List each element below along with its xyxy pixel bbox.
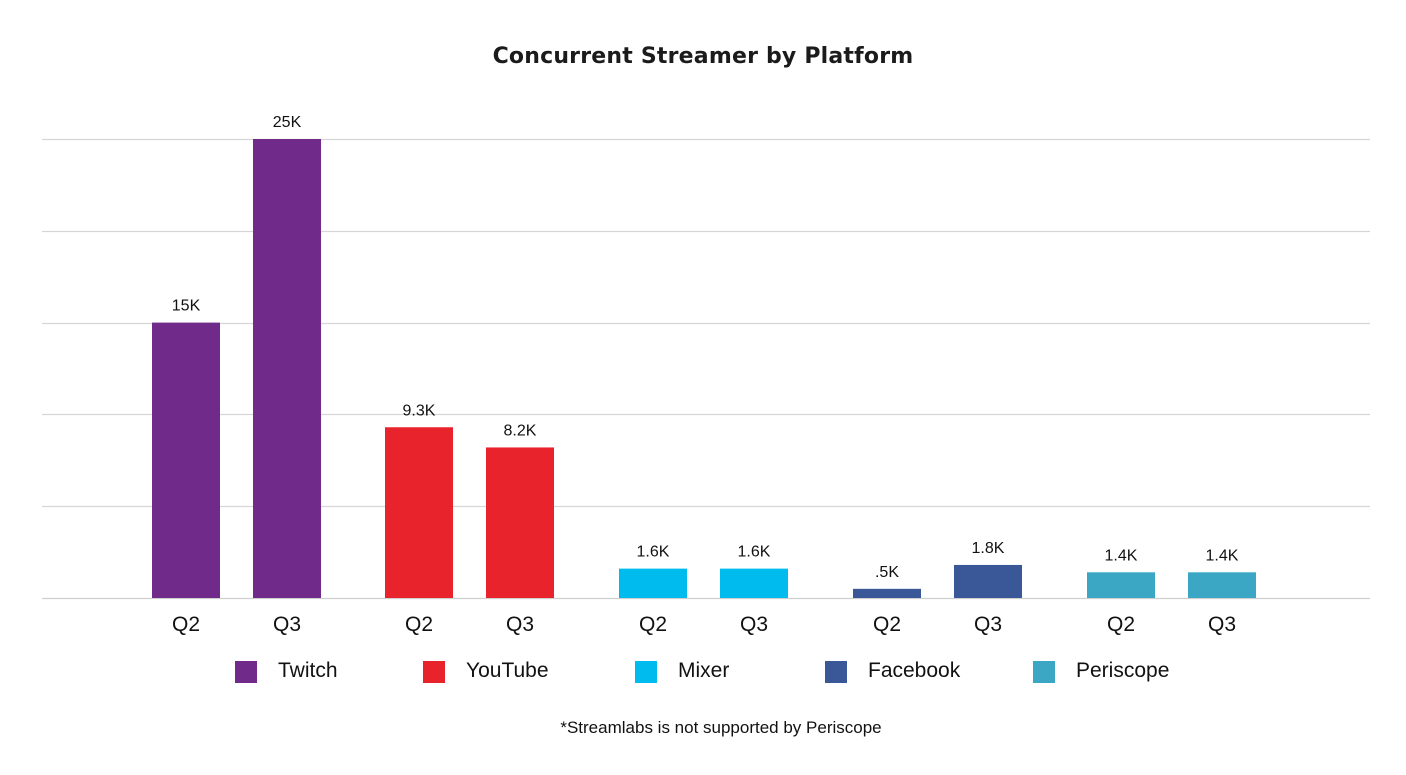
x-tick-mixer-q3: Q3 [740, 613, 768, 636]
legend-swatch-twitch [235, 661, 257, 683]
legend-label-facebook: Facebook [868, 659, 961, 682]
data-label-mixer-q2: 1.6K [637, 544, 670, 561]
legend-swatch-facebook [825, 661, 847, 683]
bars [152, 139, 1256, 598]
bar-twitch-q3 [253, 139, 321, 598]
data-label-twitch-q2: 15K [172, 298, 201, 315]
x-tick-periscope-q3: Q3 [1208, 613, 1236, 636]
legend-label-periscope: Periscope [1076, 659, 1170, 682]
bar-twitch-q2 [152, 322, 220, 598]
data-label-facebook-q2: .5K [875, 564, 899, 581]
bar-mixer-q3 [720, 568, 788, 598]
data-label-mixer-q3: 1.6K [738, 544, 771, 561]
x-tick-youtube-q2: Q2 [405, 613, 433, 636]
bar-youtube-q2 [385, 427, 453, 598]
legend: Twitch YouTube Mixer Facebook Periscope [0, 658, 1406, 688]
data-labels: 15K 25K 9.3K 8.2K 1.6K 1.6K .5K 1.8K 1.4K 1.4K [172, 114, 1239, 581]
bar-mixer-q2 [619, 568, 687, 598]
x-tick-mixer-q2: Q2 [639, 613, 667, 636]
data-label-facebook-q3: 1.8K [972, 540, 1005, 557]
x-tick-twitch-q3: Q3 [273, 613, 301, 636]
legend-label-mixer: Mixer [678, 659, 730, 682]
data-label-twitch-q3: 25K [273, 114, 302, 131]
data-label-youtube-q3: 8.2K [504, 422, 537, 439]
footnote: *Streamlabs is not supported by Periscop… [560, 718, 882, 737]
data-label-periscope-q3: 1.4K [1206, 547, 1239, 564]
bar-youtube-q3 [486, 447, 554, 598]
legend-label-twitch: Twitch [278, 659, 338, 682]
chart-title: Concurrent Streamer by Platform [492, 44, 914, 69]
legend-swatch-mixer [635, 661, 657, 683]
bar-facebook-q3 [954, 564, 1022, 598]
legend-swatch-periscope [1033, 661, 1055, 683]
bar-periscope-q3 [1188, 572, 1256, 598]
bar-periscope-q2 [1087, 572, 1155, 598]
x-tick-youtube-q3: Q3 [506, 613, 534, 636]
x-tick-twitch-q2: Q2 [172, 613, 200, 636]
data-label-youtube-q2: 9.3K [403, 402, 436, 419]
bar-facebook-q2 [853, 588, 921, 598]
gridlines [42, 138, 1370, 600]
x-tick-facebook-q2: Q2 [873, 613, 901, 636]
legend-swatch-youtube [423, 661, 445, 683]
x-tick-labels: Q2 Q3 Q2 Q3 Q2 Q3 Q2 Q3 Q2 Q3 [172, 613, 1236, 636]
legend-label-youtube: YouTube [466, 659, 549, 682]
x-tick-periscope-q2: Q2 [1107, 613, 1135, 636]
data-label-periscope-q2: 1.4K [1105, 547, 1138, 564]
x-tick-facebook-q3: Q3 [974, 613, 1002, 636]
